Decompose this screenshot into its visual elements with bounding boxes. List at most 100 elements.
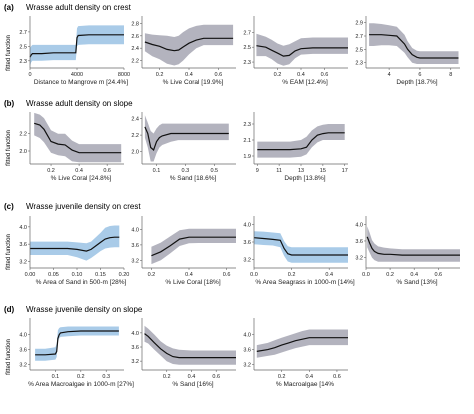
confidence-band (144, 24, 234, 66)
confidence-band (144, 115, 229, 162)
y-tick-label: 1.9 (243, 154, 251, 160)
x-tick-label: 0.5 (210, 168, 218, 174)
x-tick-label: 6 (418, 72, 421, 78)
fitted-line (144, 37, 234, 52)
x-tick-label: 0.2 (288, 272, 296, 278)
x-tick-label: 0.6 (434, 272, 442, 278)
panel-4: 0.2 0.4 0.6 2.0 2.2 % Live Coral [24.8%] (19, 112, 124, 182)
x-tick-label: 0.05 (48, 272, 59, 278)
y-tick-label: 3.2 (131, 359, 139, 365)
panel-11: 0.1 0.2 0.3 3.2 3.6 4.0 % Area Macroalgae in 1… (19, 318, 134, 388)
x-tick-label: 0.15 (95, 272, 106, 278)
panel-3: 4 6 8 2.3 2.5 2.7 2.9 Depth [18.7%] (355, 16, 460, 86)
section-c-letter: (c) (4, 202, 14, 211)
x-axis-label: Depth [13.8%] (284, 175, 325, 182)
x-tick-label: 0.2 (77, 374, 85, 380)
x-axis-label: % Sand [18.6%] (170, 175, 217, 182)
fitted-line (29, 34, 124, 58)
x-tick-label: 0.1 (52, 374, 60, 380)
section-headers: (a) Wrasse adult density on crest (b) Wr… (4, 3, 143, 314)
x-axis-label: % Area Macroalgae in 1000-m [27%] (28, 381, 134, 388)
x-tick-label: 17 (342, 168, 348, 174)
x-tick-label: 0.2 (47, 168, 55, 174)
x-tick-label: 0.6 (223, 272, 231, 278)
x-tick-label: 0.00 (25, 272, 36, 278)
y-tick-label: 2.2 (131, 59, 139, 65)
y-tick-label: 3.2 (19, 260, 27, 266)
x-tick-label: 0.0 (362, 272, 370, 278)
section-a-title: Wrasse adult density on crest (26, 3, 132, 12)
panel-6: 9 11 13 15 17 1.9 2.1 2.3 Depth [13.8%] (243, 112, 348, 182)
y-tick-label: 3.6 (131, 243, 139, 249)
fitted-line (30, 236, 120, 252)
x-axis-label: % Area Seagrass in 1000-m [14%] (255, 279, 355, 286)
y-tick-label: 2.0 (131, 150, 139, 156)
confidence-band (254, 231, 348, 263)
fitted-line (256, 337, 348, 352)
y-tick-label: 3.6 (19, 242, 27, 248)
panel-5: 0.1 0.3 0.5 2.0 2.2 2.4 % Sand [18.6%] (131, 112, 236, 182)
y-tick-label: 4.0 (19, 225, 27, 231)
y-axis-label-a: fitted function (6, 35, 12, 71)
fitted-line (34, 122, 122, 154)
x-tick-label: 0.2 (156, 72, 164, 78)
panel-0: 0 4000 8000 2.3 2.5 2.7 Distance to Mangrove m… (19, 16, 130, 86)
x-tick-label: 0.4 (325, 272, 333, 278)
y-tick-label: 3.6 (19, 348, 27, 354)
section-d-title: Wrasse juvenile density on slope (26, 305, 143, 314)
y-tick-label: 3.6 (131, 345, 139, 351)
y-tick-label: 2.6 (131, 34, 139, 40)
panel-13: 0.2 0.4 0.6 3.2 3.6 4.0 % Macroalgae [14% (243, 318, 348, 388)
x-axis-label: % Macroalgae [14% (276, 381, 334, 388)
x-tick-label: 0.3 (182, 168, 190, 174)
y-tick-label: 2.8 (131, 21, 139, 27)
y-tick-label: 2.7 (19, 30, 27, 36)
y-tick-label: 2.7 (243, 30, 251, 36)
y-tick-label: 2.1 (243, 138, 251, 144)
x-tick-label: 9 (256, 168, 259, 174)
x-tick-label: 0.4 (410, 272, 418, 278)
x-axis-label: Depth [18.7%] (396, 79, 437, 86)
confidence-band (367, 226, 460, 262)
x-tick-label: 0.20 (119, 272, 130, 278)
x-tick-label: 0.0 (250, 272, 258, 278)
fitted-line (35, 330, 119, 356)
confidence-band (369, 23, 459, 64)
fitted-line (253, 237, 348, 256)
x-axis-label: % Live Coral [24.8%] (51, 175, 112, 182)
x-tick-label: 0.10 (72, 272, 83, 278)
y-tick-label: 2.2 (131, 133, 139, 139)
y-tick-label: 3.2 (243, 362, 251, 368)
y-tick-label: 2.5 (19, 44, 27, 50)
fitted-line (144, 126, 229, 152)
y-axis-label-c: fitted function (6, 234, 12, 270)
y-tick-label: 2.5 (355, 47, 363, 53)
confidence-band (30, 225, 120, 261)
confidence-band (257, 124, 345, 158)
confidence-band (256, 33, 348, 66)
x-tick-label: 0.4 (185, 72, 193, 78)
x-tick-label: 4 (388, 72, 391, 78)
y-tick-label: 2.5 (243, 45, 251, 51)
confidence-band (256, 329, 348, 358)
y-tick-label: 2.9 (355, 21, 363, 27)
x-tick-label: 0.4 (188, 374, 196, 380)
x-tick-label: 0.2 (274, 72, 282, 78)
x-tick-label: 4000 (71, 72, 83, 78)
fitted-line (144, 333, 236, 359)
y-axis-label-b: fitted function (6, 130, 12, 166)
panel-8: 0.2 0.4 0.6 3.2 3.6 4.0 % Live Coral [18%] (131, 216, 236, 286)
x-tick-label: 0.2 (148, 272, 156, 278)
x-tick-label: 0.2 (386, 272, 394, 278)
y-axis-label-d: fitted function (6, 339, 12, 375)
panel-10: 0.0 0.2 0.4 0.6 3.2 3.6 4.0 % Sand [13%] (355, 216, 460, 286)
x-tick-label: 0.4 (75, 168, 83, 174)
fitted-line (366, 236, 460, 256)
section-a-letter: (a) (4, 3, 14, 12)
y-tick-label: 4.0 (19, 333, 27, 339)
y-tick-label: 2.7 (355, 34, 363, 40)
x-axis-label: % Area of Sand in 500-m [28%] (36, 279, 127, 286)
y-tick-label: 3.2 (131, 258, 139, 264)
y-tick-label: 2.4 (131, 46, 139, 52)
